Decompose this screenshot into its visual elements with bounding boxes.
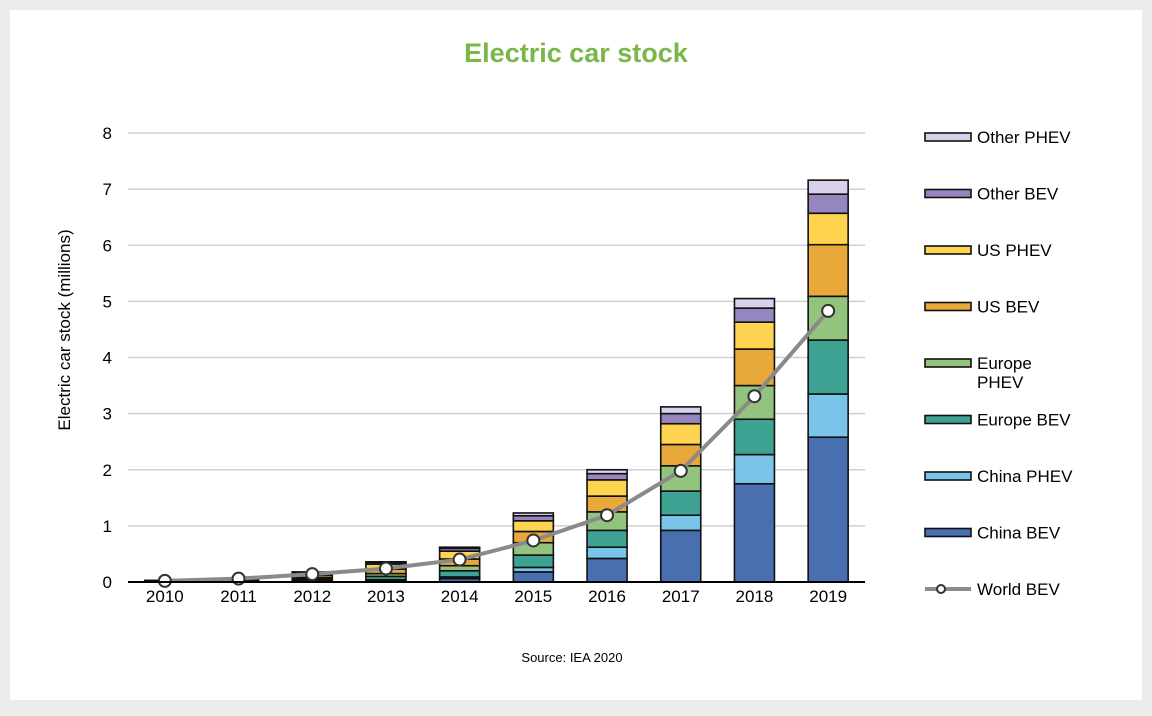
legend-label: Europe BEV [977,411,1071,430]
world-bev-point-2015 [526,533,541,548]
legend-label: US PHEV [977,241,1052,260]
bar-other-phev-2016 [586,468,628,475]
legend-swatch [924,471,972,481]
bar-us-phev-2018 [733,321,776,350]
bar-stacks [144,179,849,583]
bar-other-phev-2018 [733,297,776,309]
legend-label: China PHEV [977,467,1073,486]
bar-us-bev-2019 [807,243,849,298]
bar-other-bev-2016 [586,472,628,481]
y-tick-label: 1 [103,517,112,536]
x-tick-label: 2018 [736,587,774,606]
legend: Other PHEV Other BEV US PHEV US BEV Europe PH… [924,128,1073,599]
world-bev-point-2016 [600,508,615,523]
y-tick-label: 3 [103,405,112,424]
legend-swatch [924,245,972,255]
world-bev-point-2013 [378,561,393,576]
legend-item-world-bev: World BEV [925,580,1060,599]
chart-title: Electric car stock [464,38,689,68]
bar-europe-bev-2018 [733,418,776,456]
legend-marker-swatch [936,584,946,594]
bar-china-phev-2016 [586,546,628,560]
bar-europe-bev-2015 [512,554,555,569]
bar-us-phev-2017 [659,422,702,446]
x-tick-label: 2012 [293,587,331,606]
legend-swatch [924,132,972,142]
x-tick-label: 2013 [367,587,405,606]
bar-china-bev-2017 [659,529,702,583]
bar-china-phev-2018 [733,453,776,485]
bar-other-phev-2019 [807,179,849,195]
legend-label: US BEV [977,298,1040,317]
bar-other-bev-2017 [659,412,702,425]
y-tick-label: 2 [103,461,112,480]
axes: 0 1 2 3 4 5 6 7 8 2010 2011 2012 2013 2014 2015 2016 201… [103,124,865,606]
legend-label: World BEV [977,580,1060,599]
legend-label: China BEV [977,524,1061,543]
bar-other-bev-2018 [733,307,776,323]
bar-europe-bev-2017 [659,490,702,517]
bar-us-phev-2015 [512,520,555,533]
legend-item-us-bev: US BEV [924,298,1040,317]
world-bev-point-2012 [305,567,320,582]
world-bev-point-2014 [452,552,467,567]
x-tick-label: 2017 [662,587,700,606]
legend-label: Other PHEV [977,128,1071,147]
world-bev-point-2019 [821,303,836,318]
x-tick-label: 2016 [588,587,626,606]
bar-europe-phev-2019 [807,295,849,341]
x-tick-label: 2015 [514,587,552,606]
chart-card: Electric car stock 0 1 2 3 4 5 6 7 8 2010 2011 2012… [10,10,1142,700]
bar-europe-bev-2019 [807,339,849,395]
world-bev-point-2017 [673,463,688,478]
legend-item-china-bev: China BEV [924,524,1061,543]
bar-us-bev-2018 [733,348,776,387]
y-tick-label: 0 [103,573,112,592]
legend-item-china-phev: China PHEV [924,467,1073,486]
x-tick-label: 2019 [809,587,847,606]
x-tick-label: 2014 [441,587,479,606]
bar-us-phev-2016 [586,479,628,497]
legend-swatch [924,358,972,368]
legend-item-us-phev: US PHEV [924,241,1052,260]
bar-europe-bev-2014 [438,569,481,578]
y-tick-label: 7 [103,180,112,199]
legend-label: Europe PHEV [977,354,1032,392]
y-axis-label: Electric car stock (millions) [55,229,74,430]
bar-china-phev-2017 [659,514,702,532]
electric-car-stock-chart: Electric car stock 0 1 2 3 4 5 6 7 8 2010 2011 2012… [55,38,1073,665]
source-note: Source: IEA 2020 [521,650,622,665]
bar-other-phev-2014 [438,546,481,550]
legend-item-other-bev: Other BEV [924,185,1059,204]
x-tick-label: 2011 [220,587,257,606]
legend-swatch [924,188,972,199]
bar-china-bev-2019 [807,436,849,583]
y-tick-label: 4 [103,349,112,368]
bar-china-bev-2015 [512,571,555,583]
world-bev-polyline [164,309,830,583]
bar-china-phev-2019 [807,393,849,438]
world-bev-line [157,303,836,588]
y-tick-label: 8 [103,124,112,143]
bar-other-phev-2015 [512,512,555,517]
bar-china-bev-2016 [586,557,628,583]
y-tick-label: 5 [103,292,112,311]
legend-item-other-phev: Other PHEV [924,128,1071,147]
bar-other-bev-2019 [807,193,849,215]
bar-other-phev-2017 [659,406,702,415]
gridlines [128,132,865,527]
legend-swatch [924,301,972,312]
world-bev-point-2018 [747,389,762,404]
legend-item-europe-bev: Europe BEV [924,411,1071,430]
x-tick-label: 2010 [146,587,184,606]
bar-china-bev-2018 [733,482,776,583]
y-tick-label: 6 [103,236,112,255]
bar-europe-bev-2016 [586,529,628,549]
legend-label: Other BEV [977,185,1059,204]
bar-us-phev-2019 [807,212,849,246]
world-bev-point-2010 [157,573,172,588]
legend-item-europe-phev: Europe PHEV [924,354,1032,392]
legend-swatch [924,414,972,425]
legend-swatch [924,527,972,538]
